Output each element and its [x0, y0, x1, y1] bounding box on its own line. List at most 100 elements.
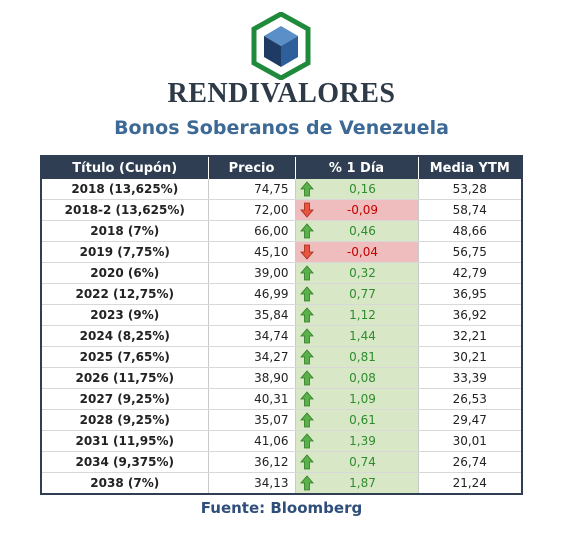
bond-change-value: 1,44 [349, 329, 376, 343]
bond-change-value: 0,08 [349, 371, 376, 385]
arrow-up-icon [299, 475, 314, 491]
column-header-title: Título (Cupón) [41, 156, 208, 179]
arrow-up-icon [299, 391, 314, 407]
column-header-change: % 1 Día [294, 156, 418, 179]
bond-change-cell: -0,09 [294, 199, 418, 221]
bond-change-cell: -0,04 [294, 241, 418, 263]
bond-title-cell: 2018-2 (13,625%) [41, 199, 208, 221]
bond-change-cell: 0,08 [294, 367, 418, 389]
bond-title-cell: 2026 (11,75%) [41, 367, 208, 389]
bond-ytm-cell: 21,24 [417, 472, 522, 495]
bond-change-cell: 1,12 [294, 304, 418, 326]
table-row: 2020 (6%) 39,00 0,32 42,79 [41, 262, 522, 284]
bond-change-value: 0,61 [349, 413, 376, 427]
column-header-price: Precio [207, 156, 295, 179]
cube-hexagon-logo-icon [251, 11, 311, 81]
bond-price-cell: 38,90 [207, 367, 295, 389]
table-row: 2028 (9,25%) 35,07 0,61 29,47 [41, 409, 522, 431]
bond-title-cell: 2024 (8,25%) [41, 325, 208, 347]
bond-price-cell: 34,27 [207, 346, 295, 368]
bond-title-cell: 2034 (9,375%) [41, 451, 208, 473]
bond-price-cell: 36,12 [207, 451, 295, 473]
bond-price-cell: 45,10 [207, 241, 295, 263]
bond-ytm-cell: 29,47 [417, 409, 522, 431]
bond-change-cell: 1,44 [294, 325, 418, 347]
bond-ytm-cell: 36,92 [417, 304, 522, 326]
bond-title-cell: 2038 (7%) [41, 472, 208, 495]
bond-change-value: 0,32 [349, 266, 376, 280]
arrow-up-icon [299, 433, 314, 449]
bond-price-cell: 41,06 [207, 430, 295, 452]
table-body: 2018 (13,625%) 74,75 0,16 53,28 2018-2 (13,6… [41, 179, 522, 495]
arrow-down-icon [299, 202, 314, 218]
bond-change-cell: 1,39 [294, 430, 418, 452]
bond-title-cell: 2022 (12,75%) [41, 283, 208, 305]
bond-price-cell: 35,07 [207, 409, 295, 431]
arrow-up-icon [299, 265, 314, 281]
bond-price-cell: 74,75 [207, 179, 295, 200]
bond-title-cell: 2018 (13,625%) [41, 179, 208, 200]
bond-change-cell: 0,32 [294, 262, 418, 284]
arrow-up-icon [299, 412, 314, 428]
bond-price-cell: 34,13 [207, 472, 295, 495]
bond-ytm-cell: 53,28 [417, 179, 522, 200]
bond-ytm-cell: 48,66 [417, 220, 522, 242]
bond-price-cell: 72,00 [207, 199, 295, 221]
arrow-up-icon [299, 223, 314, 239]
arrow-down-icon [299, 244, 314, 260]
table-row: 2026 (11,75%) 38,90 0,08 33,39 [41, 367, 522, 389]
bond-change-cell: 0,81 [294, 346, 418, 368]
bond-price-cell: 66,00 [207, 220, 295, 242]
bond-ytm-cell: 58,74 [417, 199, 522, 221]
bond-change-cell: 0,61 [294, 409, 418, 431]
bond-title-cell: 2018 (7%) [41, 220, 208, 242]
table-row: 2038 (7%) 34,13 1,87 21,24 [41, 472, 522, 495]
arrow-up-icon [299, 181, 314, 197]
table-row: 2018-2 (13,625%) 72,00 -0,09 58,74 [41, 199, 522, 221]
bond-change-value: 0,46 [349, 224, 376, 238]
bond-change-value: 1,39 [349, 434, 376, 448]
brand-logo [251, 11, 311, 81]
brand-name: RENDIVALORES [167, 78, 396, 109]
bond-change-value: 0,77 [349, 287, 376, 301]
bond-change-value: -0,04 [346, 245, 379, 259]
table-row: 2034 (9,375%) 36,12 0,74 26,74 [41, 451, 522, 473]
table-row: 2023 (9%) 35,84 1,12 36,92 [41, 304, 522, 326]
table-row: 2025 (7,65%) 34,27 0,81 30,21 [41, 346, 522, 368]
table-row: 2019 (7,75%) 45,10 -0,04 56,75 [41, 241, 522, 263]
bond-price-cell: 46,99 [207, 283, 295, 305]
bond-ytm-cell: 30,21 [417, 346, 522, 368]
bond-change-value: 1,87 [349, 476, 376, 490]
table-row: 2027 (9,25%) 40,31 1,09 26,53 [41, 388, 522, 410]
bond-change-value: 1,12 [349, 308, 376, 322]
table-header-row: Título (Cupón) Precio % 1 Día Media YTM [41, 156, 522, 179]
table-row: 2024 (8,25%) 34,74 1,44 32,21 [41, 325, 522, 347]
bond-change-cell: 0,77 [294, 283, 418, 305]
bond-price-cell: 35,84 [207, 304, 295, 326]
arrow-up-icon [299, 370, 314, 386]
arrow-up-icon [299, 328, 314, 344]
arrow-up-icon [299, 454, 314, 470]
bond-ytm-cell: 30,01 [417, 430, 522, 452]
bond-ytm-cell: 26,53 [417, 388, 522, 410]
bond-price-cell: 40,31 [207, 388, 295, 410]
bond-change-cell: 1,09 [294, 388, 418, 410]
arrow-up-icon [299, 307, 314, 323]
bond-price-cell: 39,00 [207, 262, 295, 284]
bond-ytm-cell: 42,79 [417, 262, 522, 284]
bond-ytm-cell: 33,39 [417, 367, 522, 389]
source-note: Fuente: Bloomberg [200, 499, 363, 517]
bond-change-cell: 0,74 [294, 451, 418, 473]
bond-change-cell: 1,87 [294, 472, 418, 495]
bond-change-cell: 0,16 [294, 179, 418, 200]
bond-ytm-cell: 32,21 [417, 325, 522, 347]
table-row: 2022 (12,75%) 46,99 0,77 36,95 [41, 283, 522, 305]
bonds-table: Título (Cupón) Precio % 1 Día Media YTM … [40, 155, 523, 495]
bond-title-cell: 2028 (9,25%) [41, 409, 208, 431]
bond-title-cell: 2027 (9,25%) [41, 388, 208, 410]
bond-title-cell: 2020 (6%) [41, 262, 208, 284]
bond-change-value: 1,09 [349, 392, 376, 406]
bond-title-cell: 2031 (11,95%) [41, 430, 208, 452]
arrow-up-icon [299, 286, 314, 302]
bond-change-cell: 0,46 [294, 220, 418, 242]
